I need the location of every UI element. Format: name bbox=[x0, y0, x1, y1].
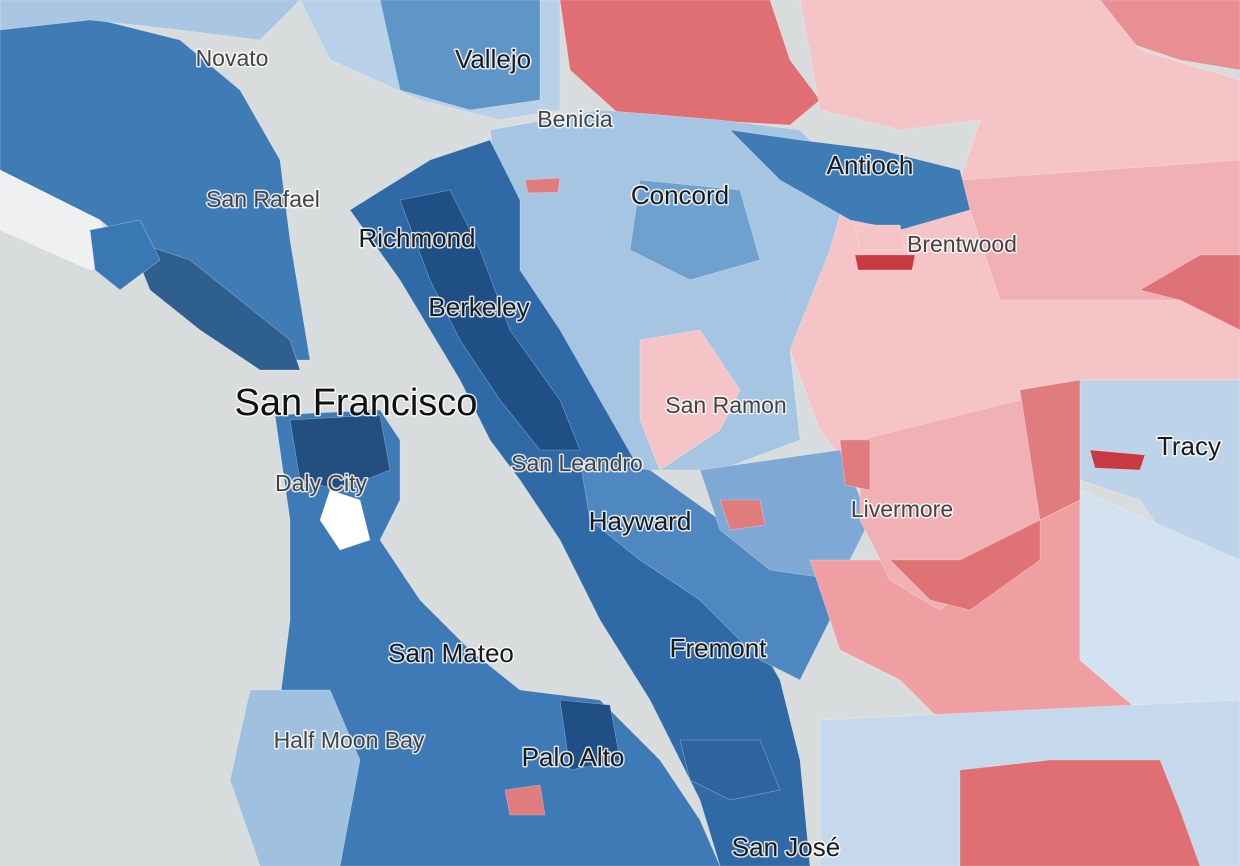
city-label: Hayward bbox=[589, 506, 692, 536]
city-label: Vallejo bbox=[455, 44, 531, 74]
city-label: Tracy bbox=[1157, 431, 1221, 461]
city-label: San José bbox=[732, 832, 840, 862]
city-label: Palo Alto bbox=[522, 742, 625, 772]
city-label: Benicia bbox=[537, 106, 613, 132]
city-label: San Francisco bbox=[235, 382, 478, 424]
city-label: San Ramon bbox=[665, 392, 786, 418]
city-label: Half Moon Bay bbox=[274, 727, 425, 753]
city-label: San Mateo bbox=[388, 638, 514, 668]
city-label: San Rafael bbox=[206, 186, 320, 212]
city-label: Livermore bbox=[851, 496, 953, 522]
city-label: Fremont bbox=[670, 633, 768, 663]
city-label: Concord bbox=[631, 180, 729, 210]
city-label: San Leandro bbox=[511, 450, 643, 476]
city-label: Richmond bbox=[358, 223, 475, 253]
city-label: Brentwood bbox=[907, 231, 1017, 257]
city-label: Daly City bbox=[275, 470, 368, 496]
city-label: Antioch bbox=[827, 150, 914, 180]
city-labels: Novato Vallejo Benicia San Rafael Concor… bbox=[194, 43, 1222, 864]
city-label: Novato bbox=[196, 45, 269, 71]
city-label: Berkeley bbox=[428, 292, 529, 322]
